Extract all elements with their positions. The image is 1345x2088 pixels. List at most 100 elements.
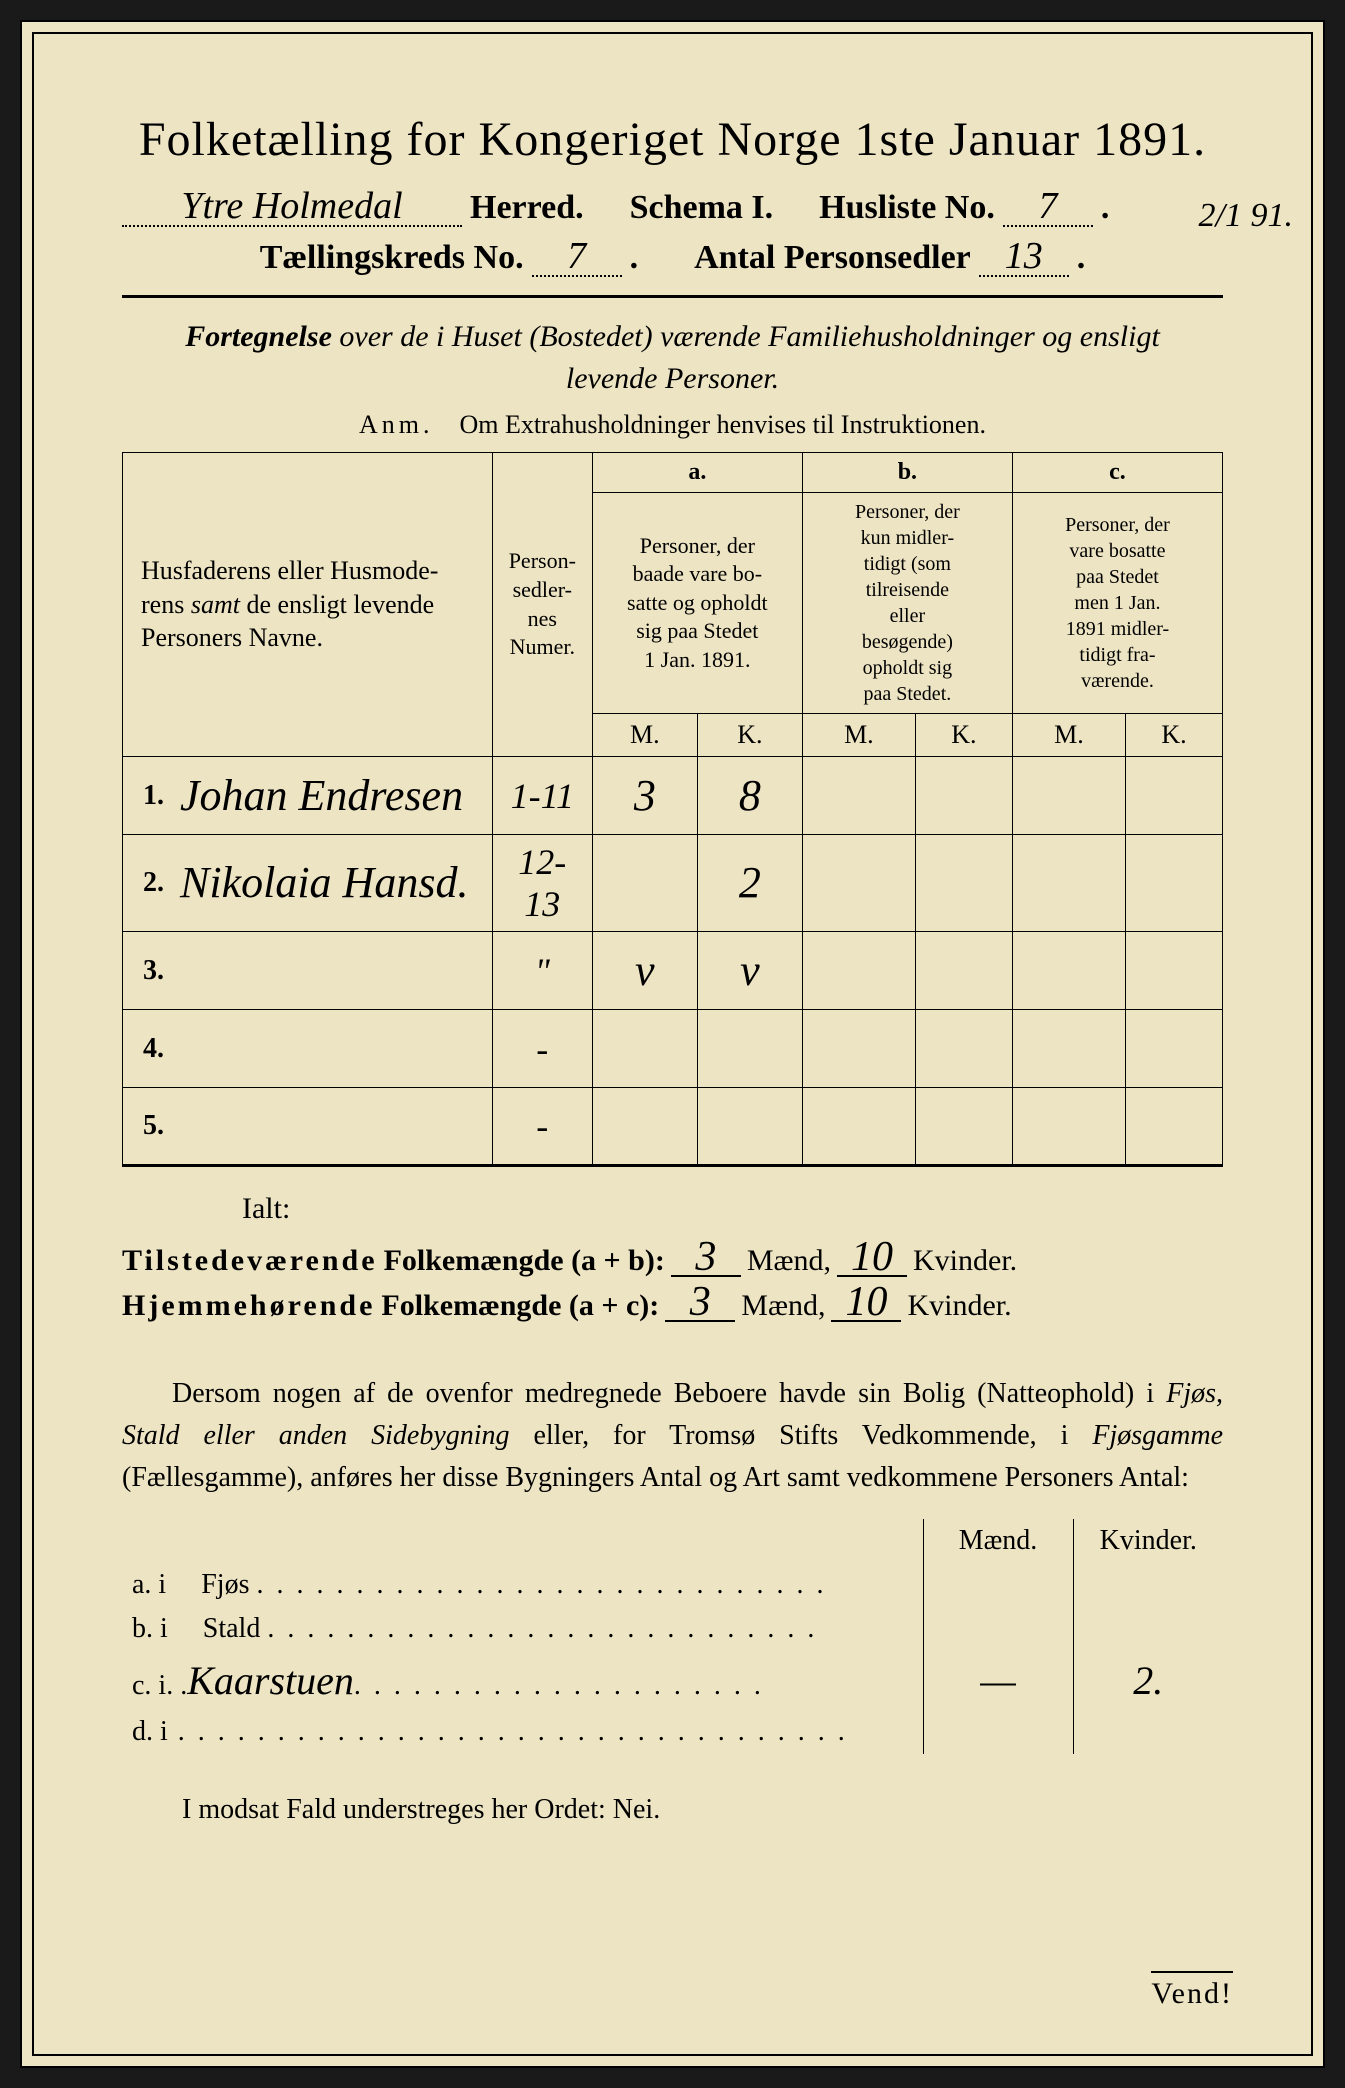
cell-bk bbox=[915, 1010, 1012, 1088]
herred-label: Herred. bbox=[470, 189, 584, 227]
anm-line: Anm. Om Extrahusholdninger henvises til … bbox=[122, 410, 1223, 440]
cell-am bbox=[592, 1088, 697, 1166]
table-row: 5. - bbox=[123, 1088, 1223, 1166]
cell-m bbox=[923, 1710, 1073, 1754]
row-name: Nikolaia Hansd. bbox=[172, 835, 492, 932]
hjemme-label: Hjemmehørende bbox=[122, 1289, 375, 1323]
cell-ck bbox=[1125, 1088, 1222, 1166]
row-b: b. i Stald . . . . . . . . . . . . . . .… bbox=[122, 1607, 923, 1651]
cell-bk bbox=[915, 932, 1012, 1010]
totals-line-1: Tilstedeværende Folkemængde (a + b): 3 M… bbox=[122, 1241, 1223, 1278]
ialt-label: Ialt: bbox=[242, 1192, 1223, 1226]
outbuild-row: b. i Stald . . . . . . . . . . . . . . .… bbox=[122, 1607, 1223, 1651]
mk-header: K. bbox=[915, 714, 1012, 757]
row-d: d. i . . . . . . . . . . . . . . . . . .… bbox=[122, 1710, 923, 1754]
row-c: c. i. .Kaarstuen. . . . . . . . . . . . … bbox=[122, 1651, 923, 1710]
mk-header: M. bbox=[592, 714, 697, 757]
col-numer: Person-sedler-nesNumer. bbox=[509, 548, 576, 659]
kreds-value: 7 bbox=[532, 237, 622, 277]
cell-ck bbox=[1125, 835, 1222, 932]
fortegnelse-heading: Fortegnelse over de i Huset (Bostedet) v… bbox=[122, 316, 1223, 400]
cell-cm bbox=[1012, 1010, 1125, 1088]
kvinder-label: Kvinder. bbox=[907, 1289, 1011, 1323]
divider bbox=[122, 295, 1223, 298]
row-num: 3. bbox=[123, 932, 173, 1010]
modsat-text: I modsat Fald understreges her Ordet: Ne… bbox=[182, 1794, 1223, 1826]
cell-ak: 2 bbox=[697, 835, 802, 932]
husliste-label: Husliste No. bbox=[819, 189, 995, 227]
table-row: 4. - bbox=[123, 1010, 1223, 1088]
row-name: Johan Endresen bbox=[172, 757, 492, 835]
cell-ak: 8 bbox=[697, 757, 802, 835]
cell-ck bbox=[1125, 932, 1222, 1010]
cell-am bbox=[592, 1010, 697, 1088]
cell-k: 2. bbox=[1073, 1651, 1223, 1710]
row-numer: 1-11 bbox=[492, 757, 592, 835]
cell-ck bbox=[1125, 1010, 1222, 1088]
cell-bm bbox=[802, 932, 915, 1010]
cell-m: — bbox=[923, 1651, 1073, 1710]
fortegnelse-text1: over de i Huset (Bostedet) værende Famil… bbox=[332, 320, 1160, 353]
header-line-1: Ytre Holmedal Herred. Schema I. Husliste… bbox=[122, 187, 1223, 227]
row-numer: - bbox=[492, 1088, 592, 1166]
tilstede-k: 10 bbox=[837, 1241, 907, 1277]
totals-line-2: Hjemmehørende Folkemængde (a + c): 3 Mæn… bbox=[122, 1286, 1223, 1323]
cell-bm bbox=[802, 757, 915, 835]
col-a-text: Personer, derbaade vare bo-satte og opho… bbox=[592, 493, 802, 714]
cell-k bbox=[1073, 1607, 1223, 1651]
mk-header: K. bbox=[697, 714, 802, 757]
herred-value: Ytre Holmedal bbox=[122, 187, 462, 227]
cell-bk bbox=[915, 835, 1012, 932]
outbuilding-table: Mænd. Kvinder. a. i Fjøs . . . . . . . .… bbox=[122, 1519, 1223, 1754]
cell-am: v bbox=[592, 932, 697, 1010]
row-numer: 12-13 bbox=[492, 835, 592, 932]
cell-cm bbox=[1012, 757, 1125, 835]
cell-k bbox=[1073, 1563, 1223, 1607]
mk-header: M. bbox=[802, 714, 915, 757]
antal-value: 13 bbox=[979, 237, 1069, 277]
col-name: Husfaderens eller Husmode-rens samt de e… bbox=[141, 556, 438, 653]
row-num: 4. bbox=[123, 1010, 173, 1088]
cell-bm bbox=[802, 1088, 915, 1166]
cell-ak bbox=[697, 1010, 802, 1088]
outbuild-row: d. i . . . . . . . . . . . . . . . . . .… bbox=[122, 1710, 1223, 1754]
anm-text: Om Extrahusholdninger henvises til Instr… bbox=[460, 410, 986, 439]
vend-label: Vend! bbox=[1151, 1971, 1233, 2011]
outbuilding-paragraph: Dersom nogen af de ovenfor medregnede Be… bbox=[122, 1373, 1223, 1499]
form-content: Folketælling for Kongeriget Norge 1ste J… bbox=[102, 82, 1243, 1856]
table-row: 1. Johan Endresen 1-11 3 8 bbox=[123, 757, 1223, 835]
tilstede-label2: Folkemængde (a + b): bbox=[384, 1244, 665, 1278]
row-num: 5. bbox=[123, 1088, 173, 1166]
kvinder-header: Kvinder. bbox=[1073, 1519, 1223, 1563]
cell-ak: v bbox=[697, 932, 802, 1010]
maend-label: Mænd, bbox=[741, 1289, 825, 1323]
mk-header: M. bbox=[1012, 714, 1125, 757]
cell-bm bbox=[802, 835, 915, 932]
tilstede-label: Tilstedeværende bbox=[122, 1244, 378, 1278]
table-row: 3. " v v bbox=[123, 932, 1223, 1010]
row-numer: " bbox=[492, 932, 592, 1010]
margin-date: 2/1 91. bbox=[1199, 197, 1293, 235]
header-line-2: Tællingskreds No. 7 . Antal Personsedler… bbox=[122, 237, 1223, 277]
hjemme-m: 3 bbox=[665, 1286, 735, 1322]
cell-am: 3 bbox=[592, 757, 697, 835]
table-header-row-1: Husfaderens eller Husmode-rens samt de e… bbox=[123, 453, 1223, 493]
cell-am bbox=[592, 835, 697, 932]
outbuild-header: Mænd. Kvinder. bbox=[122, 1519, 1223, 1563]
row-name bbox=[172, 1088, 492, 1166]
row-num: 1. bbox=[123, 757, 173, 835]
household-table: Husfaderens eller Husmode-rens samt de e… bbox=[122, 452, 1223, 1167]
census-form-page: Folketælling for Kongeriget Norge 1ste J… bbox=[20, 20, 1325, 2068]
col-c-text: Personer, dervare bosattepaa Stedetmen 1… bbox=[1012, 493, 1222, 714]
kvinder-label: Kvinder. bbox=[913, 1244, 1017, 1278]
anm-label: Anm. bbox=[359, 410, 434, 439]
cell-ak bbox=[697, 1088, 802, 1166]
tilstede-m: 3 bbox=[671, 1241, 741, 1277]
maend-label: Mænd, bbox=[747, 1244, 831, 1278]
mk-header: K. bbox=[1125, 714, 1222, 757]
col-a-label: a. bbox=[592, 453, 802, 493]
table-row: 2. Nikolaia Hansd. 12-13 2 bbox=[123, 835, 1223, 932]
row-name bbox=[172, 1010, 492, 1088]
cell-m bbox=[923, 1607, 1073, 1651]
cell-k bbox=[1073, 1710, 1223, 1754]
